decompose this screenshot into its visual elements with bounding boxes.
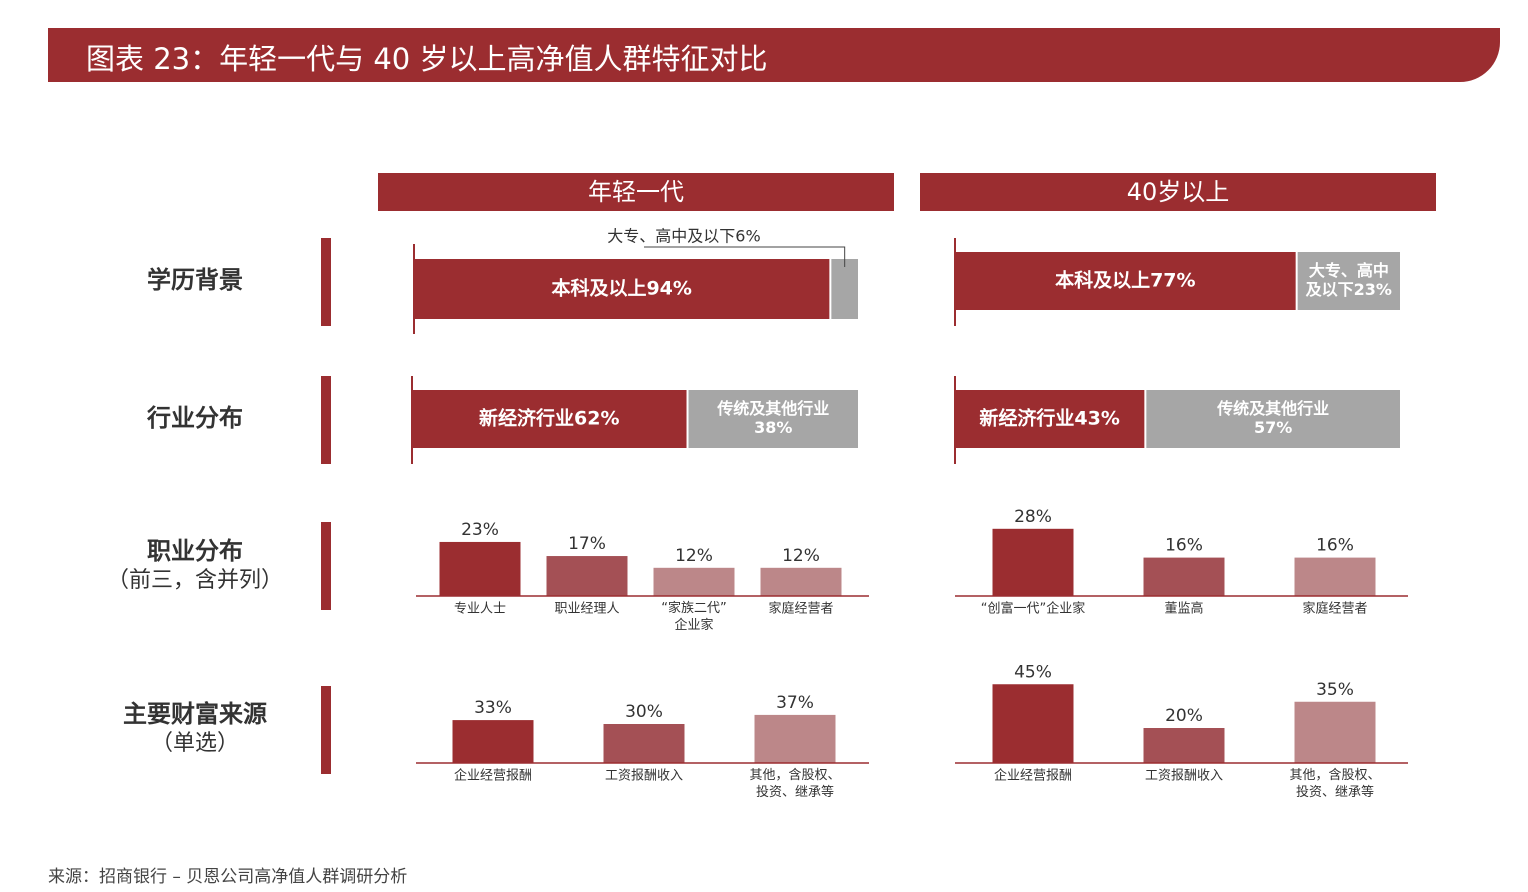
row-label-occupation: 职业分布 （前三，含并列） (80, 536, 310, 596)
bar (1143, 728, 1225, 763)
bar-value-label: 12% (675, 546, 713, 566)
stacked-bar-segment (1297, 252, 1400, 310)
category-label: 工资报酬收入 (1145, 769, 1223, 784)
row-label-main: 行业分布 (147, 404, 243, 432)
row-marker-occupation (321, 522, 331, 610)
row-label-main: 学历背景 (147, 266, 243, 294)
row-marker-education (321, 238, 331, 326)
segment-label: 本科及以上94% (551, 277, 691, 300)
segment-label: 新经济行业43% (979, 407, 1119, 430)
bar (754, 714, 836, 763)
bar-value-label: 20% (1165, 706, 1203, 726)
row-marker-industry (321, 376, 331, 464)
category-label: “创富一代”企业家 (981, 601, 1085, 617)
row-label-industry: 行业分布 (80, 403, 310, 433)
group-header-40plus: 40岁以上 (920, 173, 1436, 211)
row-label-sub: （前三，含并列） (106, 568, 283, 593)
category-label: 家庭经营者 (1302, 601, 1367, 617)
bar (546, 556, 628, 596)
source-note: 来源：招商银行 – 贝恩公司高净值人群调研分析 (48, 867, 408, 887)
bar (603, 724, 685, 763)
category-label: 企业经营报酬 (994, 768, 1072, 784)
row-label-main: 职业分布 (147, 537, 243, 565)
stacked-bar-segment (688, 390, 858, 448)
category-label: 家庭经营者 (768, 601, 833, 617)
bar-value-label: 30% (625, 702, 663, 722)
row-label-wealth: 主要财富来源 （单选） (80, 699, 310, 759)
bar (653, 567, 735, 596)
bar-value-label: 28% (1014, 507, 1052, 527)
bar (760, 567, 842, 596)
segment-label: 大专、高中及以下23% (1306, 261, 1392, 299)
category-label: 专业人士 (454, 602, 506, 617)
stacked-bar-segment (955, 390, 1145, 448)
category-label: 工资报酬收入 (605, 769, 683, 784)
category-label: 其他，含股权、投资、继承等 (1289, 767, 1380, 800)
bar (1294, 701, 1376, 763)
bar (452, 720, 534, 763)
bar-value-label: 45% (1014, 662, 1052, 682)
stacked-bar-segment (1146, 390, 1400, 448)
bar-value-label: 17% (568, 534, 606, 554)
bar (992, 684, 1074, 763)
segment-label: 传统及其他行业 38% (716, 399, 829, 437)
bar (992, 528, 1074, 596)
bar-value-label: 35% (1316, 680, 1354, 700)
row-label-sub: （单选） (150, 731, 239, 756)
bar-value-label: 37% (776, 693, 814, 713)
callout-line (644, 246, 846, 267)
stacked-bar-segment (955, 252, 1296, 310)
row-label-main: 主要财富来源 (123, 700, 267, 728)
segment-label: 新经济行业62% (479, 407, 619, 430)
bar (1294, 557, 1376, 596)
category-label: 职业经理人 (554, 602, 619, 617)
row-marker-wealth (321, 686, 331, 774)
stacked-bar-segment (412, 390, 687, 448)
bar-value-label: 23% (461, 520, 499, 540)
category-label: 企业经营报酬 (454, 768, 532, 784)
bar (439, 541, 521, 596)
bar-value-label: 33% (474, 698, 512, 718)
segment-label: 本科及以上77% (1055, 269, 1195, 292)
category-label: “家族二代”企业家 (661, 600, 726, 633)
category-label: 其他，含股权、投资、继承等 (749, 767, 840, 800)
chart-title: 图表 23：年轻一代与 40 岁以上高净值人群特征对比 (86, 42, 768, 76)
bar-value-label: 12% (782, 546, 820, 566)
callout-label: 大专、高中及以下6% (607, 227, 760, 246)
segment-label: 传统及其他行业 57% (1216, 399, 1329, 437)
stacked-bar-segment (831, 259, 858, 319)
stacked-bar-segment (414, 259, 830, 319)
title-bar: 图表 23：年轻一代与 40 岁以上高净值人群特征对比 (48, 28, 1500, 82)
bar (1143, 557, 1225, 596)
group-header-young: 年轻一代 (378, 173, 894, 211)
bar-value-label: 16% (1165, 536, 1203, 556)
bar-value-label: 16% (1316, 536, 1354, 556)
row-label-education: 学历背景 (80, 265, 310, 295)
category-label: 董监高 (1164, 601, 1203, 617)
